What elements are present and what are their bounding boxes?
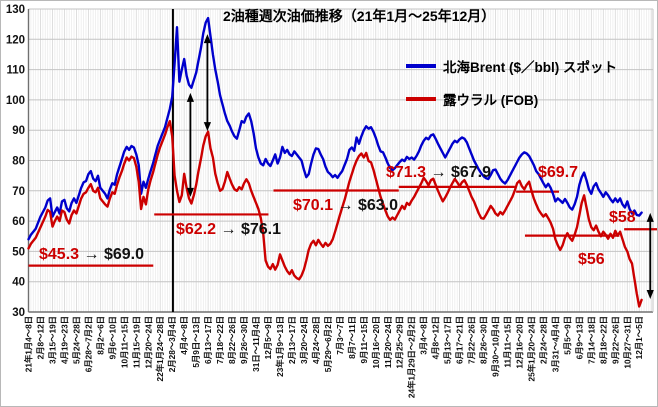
svg-text:70: 70 xyxy=(12,186,25,198)
brent-series-line xyxy=(27,16,643,241)
svg-text:6月17～21日: 6月17～21日 xyxy=(455,316,465,364)
svg-text:4月19～23日: 4月19～23日 xyxy=(59,316,69,364)
svg-text:9月22～26日: 9月22～26日 xyxy=(610,316,620,364)
svg-text:130: 130 xyxy=(6,4,25,16)
svg-text:5月29～6月2日: 5月29～6月2日 xyxy=(323,316,333,372)
legend-item-brent: 北海Brent ($／bbl) スポット xyxy=(406,56,617,76)
svg-text:9月11～15日: 9月11～15日 xyxy=(359,316,369,364)
svg-text:3月20～24日: 3月20～24日 xyxy=(299,316,309,364)
svg-text:60: 60 xyxy=(12,216,25,228)
svg-text:9月30～10月4日: 9月30～10月4日 xyxy=(491,316,501,377)
svg-text:12月1～5日: 12月1～5日 xyxy=(634,316,644,359)
svg-text:8月18～22日: 8月18～22日 xyxy=(598,316,608,364)
svg-text:90: 90 xyxy=(12,125,25,137)
svg-text:4月4～8日: 4月4～8日 xyxy=(179,316,189,355)
svg-text:24年1月29日～2月2日: 24年1月29日～2月2日 xyxy=(407,316,417,398)
svg-text:10月27～31日: 10月27～31日 xyxy=(622,316,632,369)
svg-text:$58: $58 xyxy=(609,209,636,226)
svg-text:8月26～30日: 8月26～30日 xyxy=(479,316,489,364)
svg-text:10月16～20日: 10月16～20日 xyxy=(371,316,381,369)
svg-text:7月3～7日: 7月3～7日 xyxy=(335,316,345,355)
svg-text:5月13～17日: 5月13～17日 xyxy=(443,316,453,364)
svg-text:8月2～6日: 8月2～6日 xyxy=(95,316,105,355)
svg-text:120: 120 xyxy=(6,34,25,46)
svg-text:$45.3 → $69.0: $45.3 → $69.0 xyxy=(39,246,144,263)
svg-text:50: 50 xyxy=(12,246,25,258)
svg-text:2月8～12日: 2月8～12日 xyxy=(35,316,45,359)
svg-text:6月28～7月2日: 6月28～7月2日 xyxy=(83,316,93,372)
svg-text:11月15～19日: 11月15～19日 xyxy=(131,316,141,368)
chart-legend: 北海Brent ($／bbl) スポット 露ウラル (FOB) xyxy=(406,56,617,122)
svg-text:6月9～13日: 6月9～13日 xyxy=(574,316,584,359)
svg-text:9月6～10日: 9月6～10日 xyxy=(107,316,117,359)
svg-text:7月22～26日: 7月22～26日 xyxy=(467,316,477,364)
svg-text:5月9日～13日: 5月9日～13日 xyxy=(191,316,201,368)
urals-line-swatch xyxy=(406,97,436,101)
svg-text:12月20～24日: 12月20～24日 xyxy=(143,316,153,369)
urals-series-line xyxy=(27,119,643,308)
svg-text:40: 40 xyxy=(12,277,25,289)
svg-text:12月16～20日: 12月16～20日 xyxy=(514,316,524,369)
svg-text:$71.3 → $67.9: $71.3 → $67.9 xyxy=(386,164,491,181)
svg-text:3月4～8日: 3月4～8日 xyxy=(419,316,429,355)
svg-text:30: 30 xyxy=(12,307,25,319)
brent-line-swatch xyxy=(406,64,436,68)
svg-text:100: 100 xyxy=(6,95,25,107)
svg-text:11月11～15日: 11月11～15日 xyxy=(503,316,513,368)
legend-label-brent: 北海Brent ($／bbl) スポット xyxy=(443,60,617,75)
svg-text:11月20～24日: 11月20～24日 xyxy=(383,316,393,368)
svg-text:10月11～15日: 10月11～15日 xyxy=(119,316,129,368)
svg-text:23年1月9～13日: 23年1月9～13日 xyxy=(275,316,285,377)
svg-text:$56: $56 xyxy=(578,251,605,268)
svg-text:2月24～28日: 2月24～28日 xyxy=(538,316,548,364)
svg-text:21年1月4～8日: 21年1月4～8日 xyxy=(24,316,34,372)
svg-text:110: 110 xyxy=(6,65,25,77)
svg-text:6月13～17日: 6月13～17日 xyxy=(203,316,213,364)
legend-item-urals: 露ウラル (FOB) xyxy=(406,89,617,109)
svg-text:31日～11月4日: 31日～11月4日 xyxy=(251,316,261,372)
svg-text:3月31～4月4日: 3月31～4月4日 xyxy=(550,316,560,372)
annotation-texts: $45.3 → $69.0 $62.2 → $76.1 $70.1 → $63.0 $… xyxy=(39,164,636,268)
svg-text:3月15～19日: 3月15～19日 xyxy=(47,316,57,364)
x-axis-labels: 21年1月4～8日 2月8～12日 3月15～19日 4月19～23日 5月24～28日… xyxy=(24,316,645,398)
svg-text:$69.7: $69.7 xyxy=(538,164,578,181)
svg-text:8月7～11日: 8月7～11日 xyxy=(347,316,357,359)
svg-text:12月25～29日: 12月25～29日 xyxy=(395,316,405,369)
svg-text:2月13～17日: 2月13～17日 xyxy=(287,316,297,364)
svg-text:5月24～28日: 5月24～28日 xyxy=(71,316,81,364)
svg-text:2月28～3月4日: 2月28～3月4日 xyxy=(167,316,177,372)
svg-text:7月18～22日: 7月18～22日 xyxy=(215,316,225,364)
svg-text:$62.2 → $76.1: $62.2 → $76.1 xyxy=(176,221,281,238)
svg-text:7月14～18日: 7月14～18日 xyxy=(586,316,596,364)
svg-text:22年1月24～28日: 22年1月24～28日 xyxy=(155,316,165,382)
svg-text:9月26～30日: 9月26～30日 xyxy=(239,316,249,364)
chart-title: 2油種週次油価推移（21年1月～25年12月） xyxy=(223,8,496,24)
svg-text:4月8～12日: 4月8～12日 xyxy=(431,316,441,359)
spread-arrows xyxy=(186,34,654,299)
svg-text:$70.1 → $63.0: $70.1 → $63.0 xyxy=(293,197,398,214)
svg-text:80: 80 xyxy=(12,156,25,168)
svg-text:8月22～26日: 8月22～26日 xyxy=(227,316,237,364)
svg-text:12月5～9日: 12月5～9日 xyxy=(263,316,273,359)
y-axis-labels: 30 40 50 60 70 80 90 100 110 120 130 xyxy=(6,4,25,319)
svg-text:25年1月20～24日: 25年1月20～24日 xyxy=(526,316,536,382)
svg-text:4月24～28日: 4月24～28日 xyxy=(311,316,321,364)
legend-label-urals: 露ウラル (FOB) xyxy=(443,93,539,108)
svg-text:5月5～9日: 5月5～9日 xyxy=(562,316,572,355)
